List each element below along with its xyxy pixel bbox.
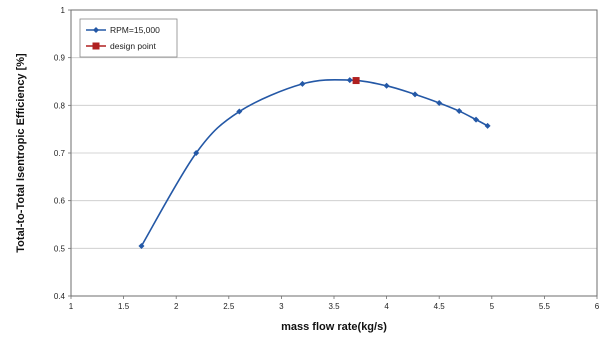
data-point-0-0 <box>138 242 145 249</box>
data-point-0-10 <box>484 122 491 129</box>
ticks-layer: 0.4 0.5 0.6 0.7 0.8 0.9 1 1 1.5 2 2.5 3 3.5 4 4.5 5 5.5 6 <box>54 6 600 311</box>
series-layer <box>138 77 491 249</box>
legend-swatch-marker-1 <box>92 42 100 50</box>
data-point-0-7 <box>436 99 443 106</box>
y-tick-label-4: 0.8 <box>54 101 66 110</box>
data-point-0-6 <box>412 91 419 98</box>
data-point-0-4 <box>346 77 353 84</box>
x-tick-label-10: 6 <box>595 302 600 311</box>
data-point-0-3 <box>299 80 306 87</box>
data-point-0-8 <box>456 108 463 115</box>
y-tick-label-1: 0.5 <box>54 244 66 253</box>
y-tick-label-0: 0.4 <box>54 292 66 301</box>
data-point-0-5 <box>383 82 390 89</box>
x-tick-label-2: 2 <box>174 302 179 311</box>
y-axis-title: Total-to-Total Isentropic Efficiency [%] <box>15 53 27 253</box>
x-tick-label-1: 1.5 <box>118 302 130 311</box>
x-tick-label-4: 3 <box>279 302 284 311</box>
y-tick-label-2: 0.6 <box>54 197 66 206</box>
y-tick-label-3: 0.7 <box>54 149 66 158</box>
x-tick-label-0: 1 <box>69 302 74 311</box>
legend-box <box>79 18 178 58</box>
x-tick-label-7: 4.5 <box>434 302 446 311</box>
legend-label-0: RPM=15,000 <box>110 25 160 35</box>
x-tick-label-3: 2.5 <box>223 302 235 311</box>
design-point-marker <box>352 77 360 85</box>
data-point-0-2 <box>236 108 243 115</box>
series-line-0 <box>140 78 488 247</box>
x-axis-title: mass flow rate(kg/s) <box>281 321 387 333</box>
legend-swatch-marker-0 <box>93 27 99 33</box>
x-tick-label-5: 3.5 <box>328 302 340 311</box>
y-tick-label-5: 0.9 <box>54 54 66 63</box>
data-point-0-9 <box>473 116 480 123</box>
legend-items: RPM=15,000 design point <box>86 25 160 51</box>
x-tick-label-8: 5 <box>490 302 495 311</box>
legend-label-1: design point <box>110 41 156 51</box>
legend: RPM=15,000 design point <box>79 18 178 58</box>
x-tick-label-6: 4 <box>384 302 389 311</box>
y-tick-label-6: 1 <box>61 6 66 15</box>
x-tick-label-9: 5.5 <box>539 302 551 311</box>
data-point-0-1 <box>193 150 200 156</box>
